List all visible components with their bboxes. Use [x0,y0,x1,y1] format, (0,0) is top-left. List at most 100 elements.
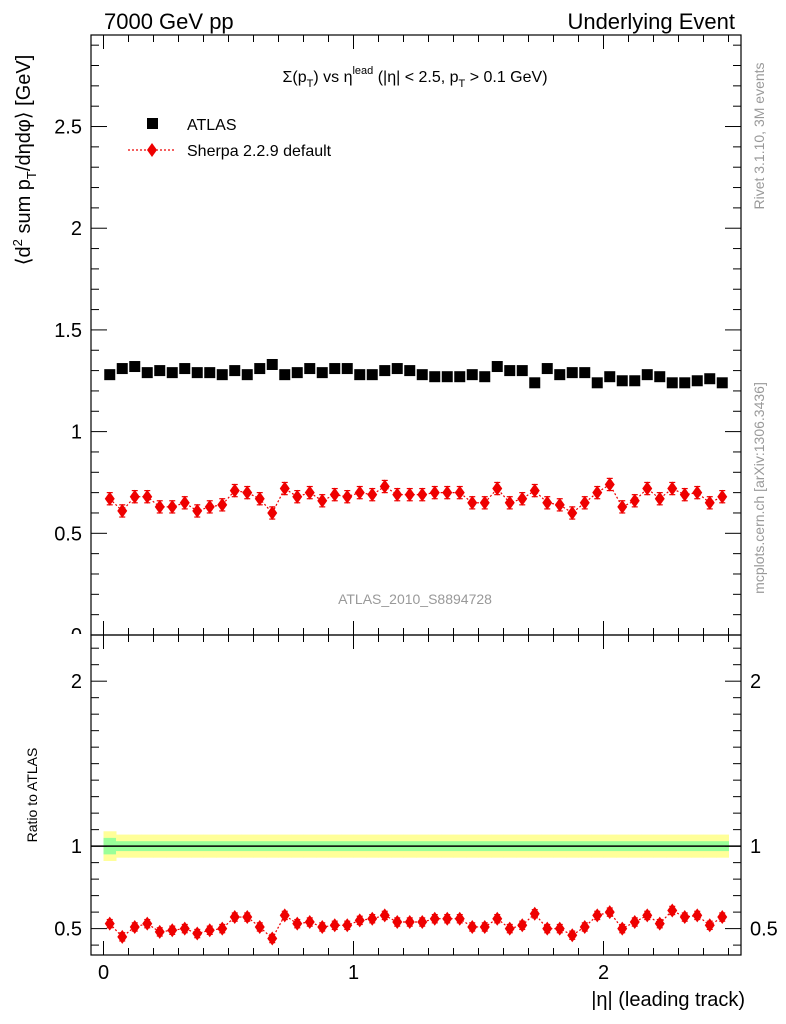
mc-marker [504,495,515,510]
atlas-marker [404,365,416,377]
atlas-marker [241,369,253,381]
mc-marker [279,908,290,923]
mc-marker [667,481,678,496]
mc-marker [692,908,703,923]
atlas-marker [354,369,366,381]
mc-marker [704,495,715,510]
mc-marker [204,499,215,514]
mc-marker [542,921,553,936]
mc-marker [479,919,490,934]
header-left: 7000 GeV pp [104,9,234,34]
mc-marker [204,923,215,938]
mc-marker [542,495,553,510]
atlas-marker [554,369,566,381]
atlas-marker [304,363,316,375]
mc-marker [279,481,290,496]
mc-marker [117,503,128,518]
atlas-marker [541,363,553,375]
mc-marker [304,915,315,930]
y-tick-label-main-zero: 0 [71,625,82,647]
mc-marker [504,921,515,936]
mc-marker [667,903,678,918]
mc-marker [492,481,503,496]
mc-marker [492,911,503,926]
y-tick-label-main: 0.5 [54,523,82,545]
y-tick-label-ratio-right: 2 [750,671,761,693]
mc-marker [379,908,390,923]
mc-marker [442,485,453,500]
atlas-marker [129,361,141,373]
atlas-marker [391,363,403,375]
atlas-marker [691,375,703,387]
mc-marker [229,483,240,498]
atlas-marker [641,369,653,381]
atlas-marker [666,377,678,389]
atlas-marker [429,371,441,383]
legend-label-sherpa: Sherpa 2.2.9 default [187,143,332,160]
ratio-xlabel: |η| (leading track) [591,989,745,1011]
mc-marker [417,915,428,930]
atlas-marker [179,363,191,375]
atlas-marker [266,358,278,370]
mc-marker [554,921,565,936]
mc-marker [254,919,265,934]
y-tick-label-main: 1 [71,422,82,444]
atlas-marker [416,369,428,381]
mc-marker [354,913,365,928]
atlas-marker [591,377,603,389]
mc-marker [367,911,378,926]
mc-marker [167,499,178,514]
legend-marker-atlas [147,118,158,129]
main-ylabel: ⟨d2 sum pT/dηdφ⟩ [GeV] [10,55,39,266]
mc-marker [642,908,653,923]
atlas-marker [254,363,266,375]
atlas-marker [716,377,728,389]
mc-marker [179,495,190,510]
mc-marker [292,916,303,931]
atlas-marker [316,367,328,379]
mc-marker [154,924,165,939]
mc-marker [179,921,190,936]
atlas-marker [454,371,466,383]
atlas-marker [141,367,153,379]
mc-marker [104,916,115,931]
x-tick-label: 2 [598,962,609,984]
y-tick-label-main: 2 [71,218,82,240]
main-panel: 0.5 1 1.5 2 2.5 0 [54,34,742,647]
y-tick-label-ratio-right: 0.5 [750,919,778,941]
mc-marker [192,503,203,518]
mc-marker [454,911,465,926]
atlas-marker [616,375,628,387]
mc-marker [454,485,465,500]
mc-marker [629,493,640,508]
mc-marker [117,929,128,944]
atlas-marker [229,365,241,377]
mc-marker [517,491,528,506]
atlas-marker [629,375,641,387]
mc-marker [529,906,540,921]
atlas-marker [516,365,528,377]
atlas-marker [604,371,616,383]
mc-marker [679,487,690,502]
mc-marker [342,918,353,933]
mc-marker [242,910,253,925]
mc-marker [392,487,403,502]
mc-marker [217,497,228,512]
y-tick-label-ratio: 1 [71,836,82,858]
x-tick-label: 0 [98,962,109,984]
mc-marker [617,499,628,514]
mc-marker [142,916,153,931]
mc-marker [717,910,728,925]
atlas-marker [279,369,291,381]
atlas-marker [216,369,228,381]
mc-connecting-line [109,483,723,515]
mc-marker [329,487,340,502]
mc-marker [354,485,365,500]
mc-marker [292,489,303,504]
mc-marker [317,919,328,934]
mc-marker [692,485,703,500]
y-tick-label-main: 1.5 [54,320,82,342]
main-title: Σ(pT) vs ηlead (|η| < 2.5, pT > 0.1 GeV) [282,65,547,90]
mc-marker [442,911,453,926]
mc-marker [142,489,153,504]
